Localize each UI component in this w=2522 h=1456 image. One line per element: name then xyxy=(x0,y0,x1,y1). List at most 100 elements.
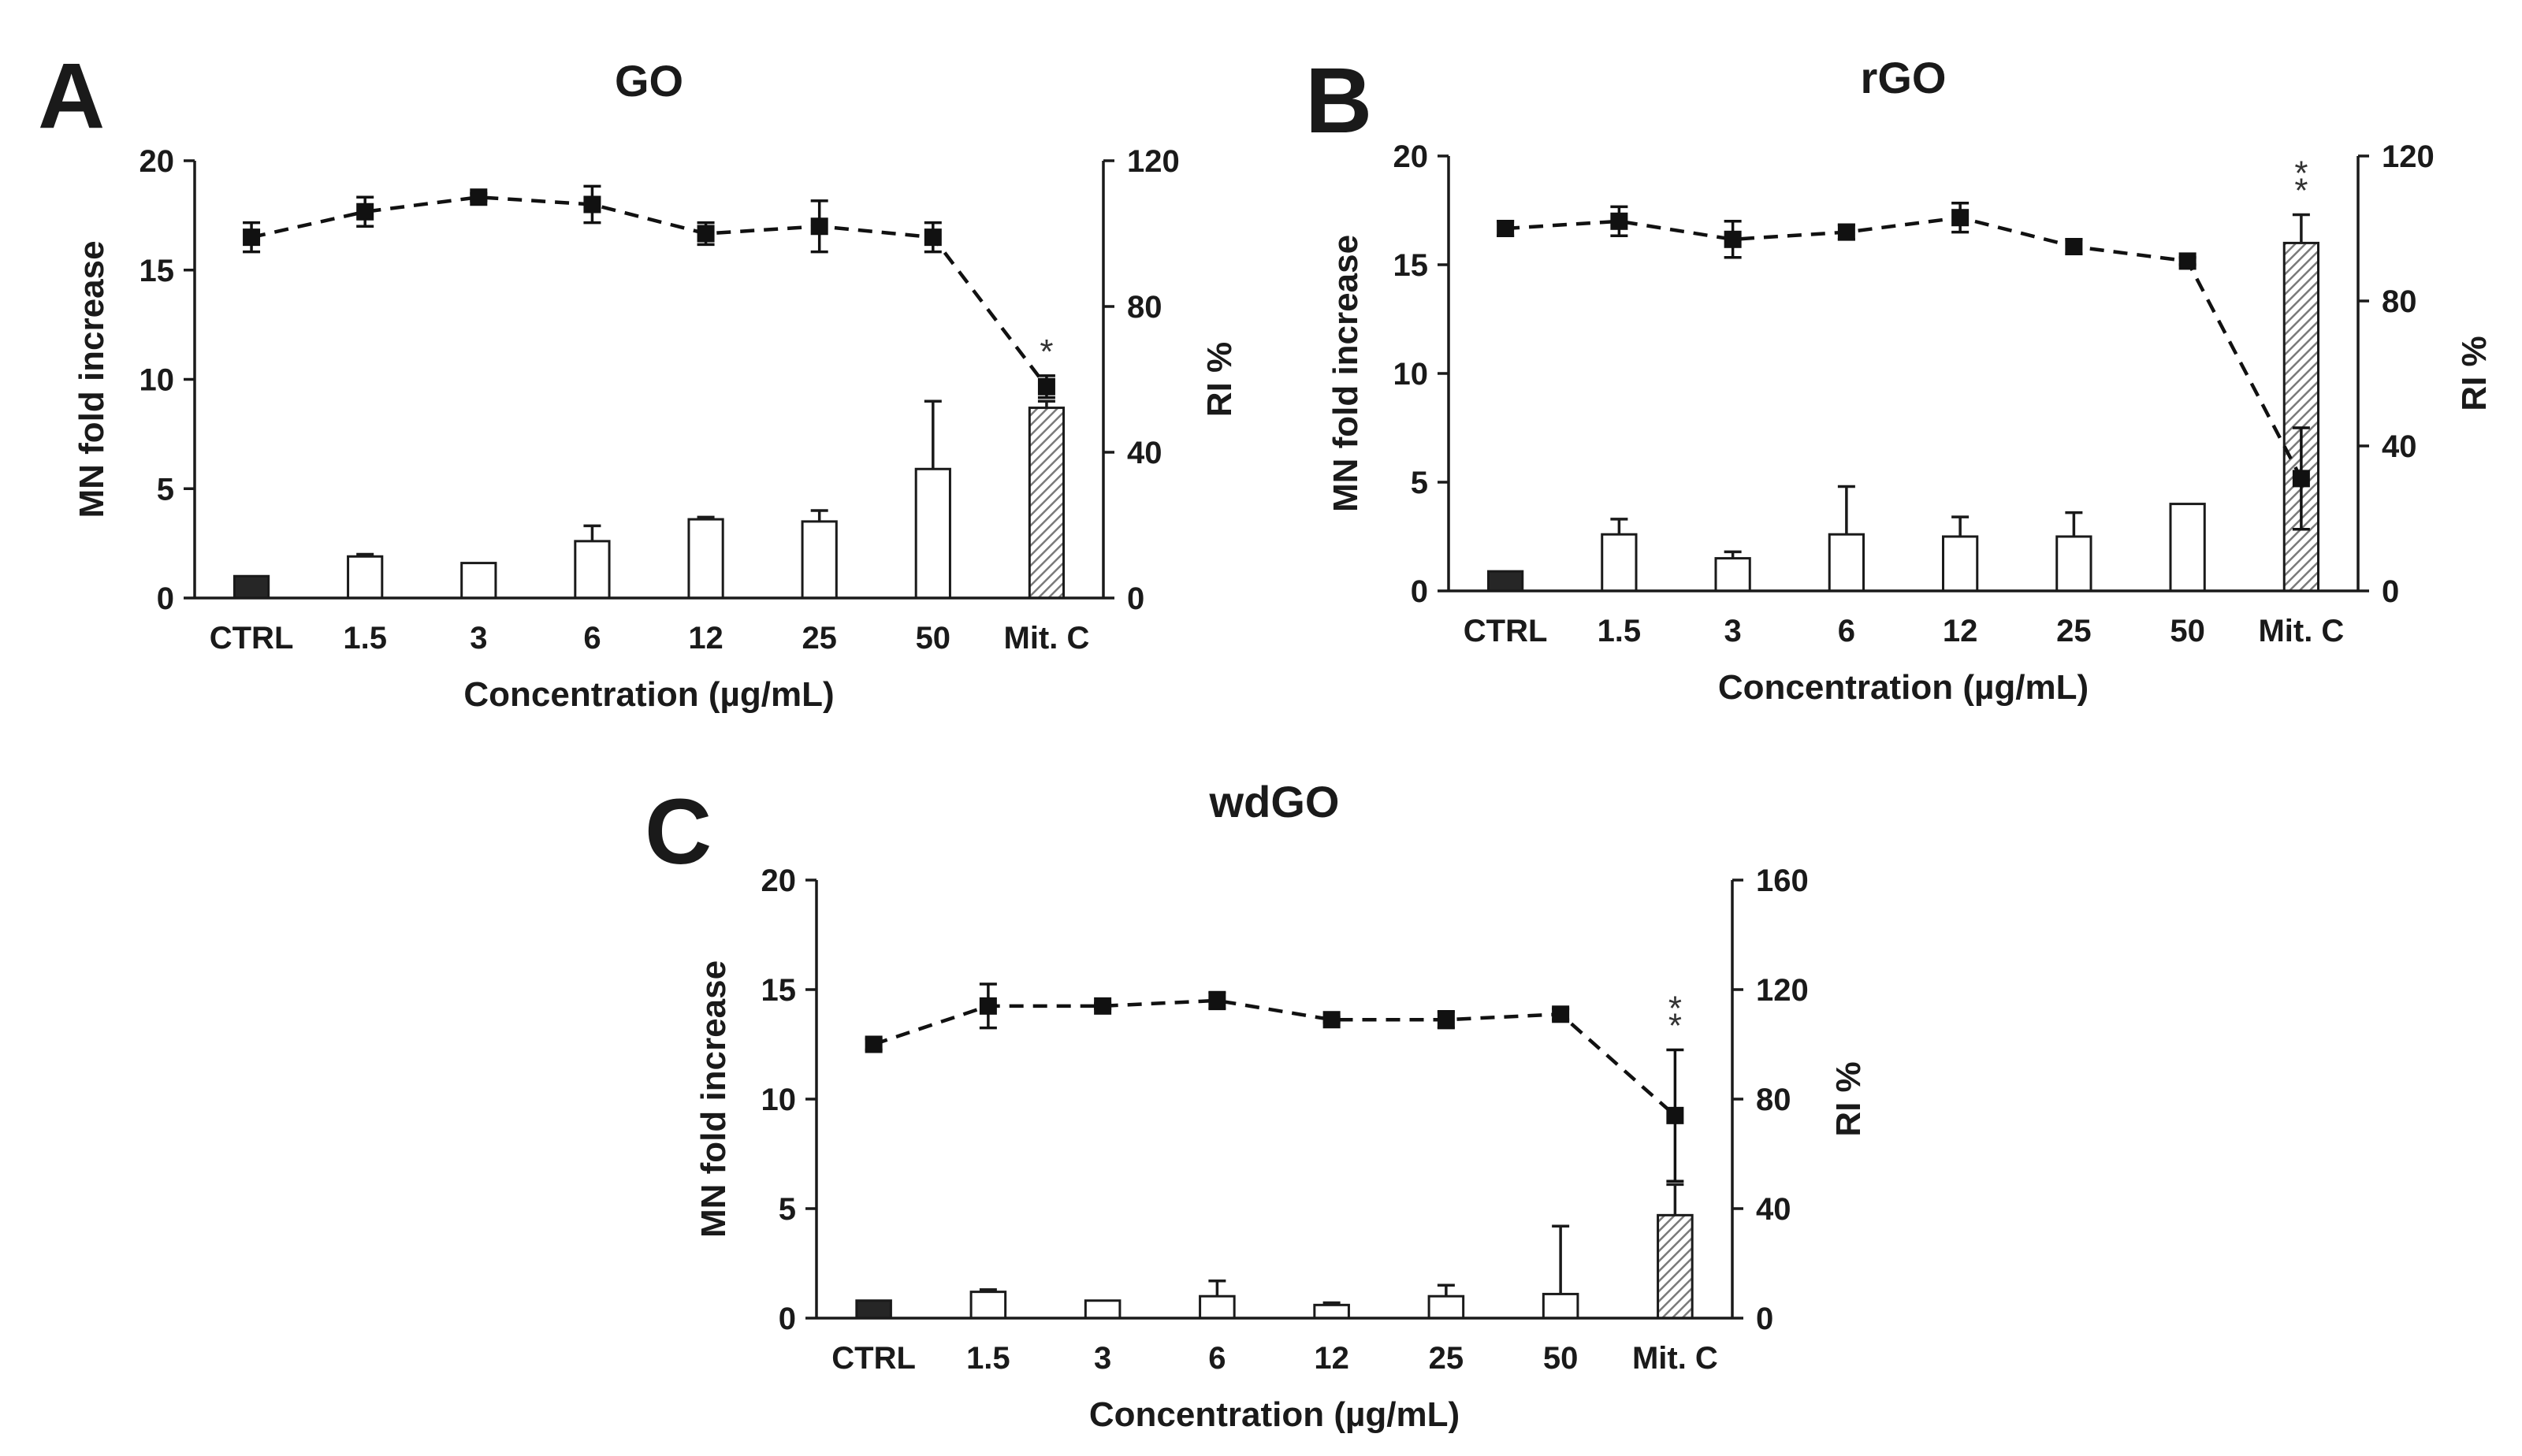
y2-tick-label: 80 xyxy=(2382,284,2417,319)
y2-axis-label: RI % xyxy=(1829,1061,1868,1136)
ri-line xyxy=(251,195,1048,388)
y2-tick-label: 120 xyxy=(1756,973,1809,1008)
y2-tick-label: 0 xyxy=(1756,1302,1773,1336)
y-tick-label: 10 xyxy=(1393,357,1429,392)
x-tick-label: 50 xyxy=(2170,614,2205,648)
y2-tick-label: 0 xyxy=(1127,581,1144,616)
bar-1-5 xyxy=(969,1291,1007,1320)
ri-point xyxy=(1666,1106,1684,1124)
bar-12 xyxy=(687,518,724,600)
ri-point xyxy=(1837,223,1855,241)
y2-tick-label: 160 xyxy=(1756,864,1809,898)
y2-tick-label: 40 xyxy=(1127,436,1162,470)
x-tick-label: 12 xyxy=(1943,614,1978,648)
x-tick-label: 6 xyxy=(1838,614,1855,648)
y-axis-label: MN fold increase xyxy=(694,960,733,1238)
bar-ctrl xyxy=(855,1299,892,1320)
y-tick-label: 15 xyxy=(139,254,175,288)
x-tick-label: 12 xyxy=(688,621,723,656)
x-tick-label: Mit. C xyxy=(1004,621,1090,656)
ri-point xyxy=(1037,377,1055,396)
chart-title: rGO xyxy=(1861,53,1947,102)
x-tick-label: Mit. C xyxy=(1632,1341,1718,1376)
bar-3 xyxy=(460,562,497,600)
ri-point xyxy=(924,228,942,247)
x-axis-label: Concentration (µg/mL) xyxy=(463,675,834,714)
y-tick-label: 15 xyxy=(1393,248,1429,283)
bar-1-5 xyxy=(347,555,384,600)
y-tick-label: 0 xyxy=(157,581,174,616)
chart-panel-a: A GO 0 5 10 15 20 0 40 80 120 CTRL 1.5 3 6 12 25 50 Mit. C… xyxy=(38,44,1239,714)
y-tick-label: 10 xyxy=(761,1083,797,1117)
ri-point xyxy=(697,225,715,243)
ri-point xyxy=(1497,220,1515,237)
ri-point xyxy=(1094,997,1112,1015)
y-tick-label: 0 xyxy=(779,1302,796,1336)
x-tick-label: 12 xyxy=(1314,1341,1349,1376)
ri-point xyxy=(1610,212,1628,230)
x-tick-label: 50 xyxy=(916,621,951,656)
bar-6 xyxy=(1828,533,1865,592)
significance-marker: * xyxy=(2294,154,2308,193)
ri-point xyxy=(1552,1005,1570,1023)
ri-point xyxy=(1322,1011,1341,1029)
y-tick-label: 20 xyxy=(761,864,797,898)
y2-tick-label: 120 xyxy=(2382,139,2435,174)
y2-tick-label: 80 xyxy=(1756,1083,1791,1117)
bar-25 xyxy=(1427,1294,1465,1320)
x-tick-label: Mit. C xyxy=(2258,614,2344,648)
chart-title: wdGO xyxy=(1209,777,1340,826)
y2-tick-label: 120 xyxy=(1127,144,1180,179)
ri-point xyxy=(2292,470,2310,488)
y2-tick-label: 80 xyxy=(1127,290,1162,325)
y-tick-label: 0 xyxy=(1411,574,1428,609)
y-tick-label: 10 xyxy=(139,363,175,398)
x-tick-label: 3 xyxy=(1724,614,1742,648)
ri-point xyxy=(470,188,488,206)
bar-12 xyxy=(1941,535,1979,592)
significance-marker: * xyxy=(2294,172,2308,210)
x-axis-label: Concentration (µg/mL) xyxy=(1089,1395,1460,1434)
y-tick-label: 5 xyxy=(779,1192,796,1227)
ri-point xyxy=(356,202,374,221)
x-tick-label: 1.5 xyxy=(343,621,387,656)
x-tick-label: 50 xyxy=(1543,1341,1579,1376)
panel-letter: B xyxy=(1305,49,1372,153)
ri-point xyxy=(865,1035,883,1053)
y2-tick-label: 0 xyxy=(2382,574,2399,609)
panel-letter: A xyxy=(38,44,105,148)
x-tick-label: 1.5 xyxy=(1598,614,1642,648)
x-tick-label: CTRL xyxy=(1464,614,1548,648)
ri-point xyxy=(979,997,997,1015)
ri-point xyxy=(2065,238,2083,255)
bar-mit-c xyxy=(2282,241,2320,592)
x-tick-label: 6 xyxy=(583,621,601,656)
bar-12 xyxy=(1313,1303,1350,1320)
significance-marker: * xyxy=(1668,1006,1682,1045)
bar-50 xyxy=(1542,1292,1579,1320)
ri-point xyxy=(810,217,828,236)
y-axis-label: MN fold increase xyxy=(1326,235,1365,512)
bar-mit-c xyxy=(1657,1213,1694,1320)
y-tick-label: 20 xyxy=(1393,139,1429,174)
bar-25 xyxy=(801,520,838,600)
ri-point xyxy=(1724,230,1742,248)
y-tick-label: 20 xyxy=(139,144,175,179)
ri-point xyxy=(1951,209,1970,227)
y2-axis-label: RI % xyxy=(2455,336,2494,410)
significance-marker: * xyxy=(1040,332,1053,371)
ri-line xyxy=(872,998,1676,1117)
x-tick-label: CTRL xyxy=(831,1341,916,1376)
ri-point xyxy=(583,195,601,214)
bar-ctrl xyxy=(1486,570,1524,592)
y2-axis-label: RI % xyxy=(1200,342,1239,417)
y-tick-label: 5 xyxy=(157,472,174,507)
y-tick-label: 15 xyxy=(761,973,797,1008)
bar-50 xyxy=(2169,503,2206,592)
x-tick-label: 6 xyxy=(1208,1341,1226,1376)
significance-marker: * xyxy=(1668,989,1682,1027)
x-tick-label: 25 xyxy=(1429,1341,1464,1376)
bar-25 xyxy=(2055,535,2092,592)
